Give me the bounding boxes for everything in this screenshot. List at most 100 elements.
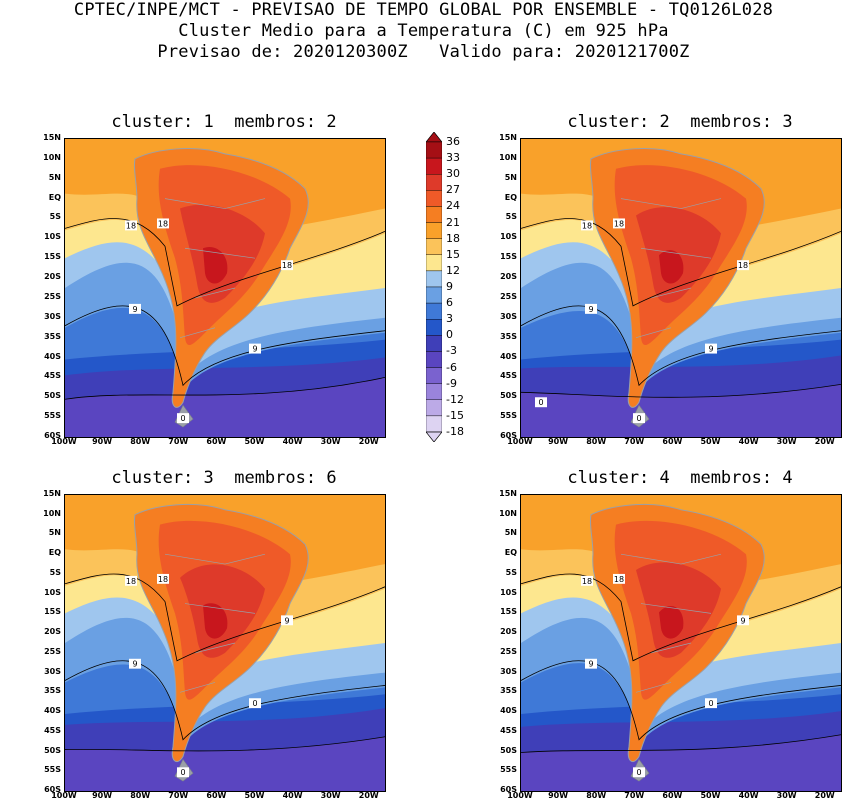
panel-title: cluster: 3 membros: 6: [111, 468, 337, 488]
contour-label: 0: [177, 767, 189, 777]
contour-label: 9: [249, 343, 261, 354]
contour-label: 0: [633, 767, 645, 777]
colorbar-strip: [426, 132, 442, 442]
lat-tick-label: 20S: [44, 627, 61, 637]
svg-text:18: 18: [126, 577, 136, 586]
lon-tick-label: 70W: [624, 791, 645, 800]
lat-tick-label: 20S: [500, 627, 517, 637]
colorbar-swatch: [426, 383, 442, 400]
lon-tick-label: 20W: [814, 437, 835, 446]
lat-tick-label: 40S: [500, 351, 517, 361]
lon-tick-label: 20W: [358, 791, 379, 800]
title-line-3: Previsao de: 2020120300Z Valido para: 20…: [157, 42, 690, 62]
lat-tick-label: 25S: [500, 291, 517, 301]
colorbar-level-label: -18: [446, 425, 464, 438]
svg-text:9: 9: [252, 345, 257, 354]
svg-text:0: 0: [708, 699, 713, 708]
coastline: [589, 503, 765, 763]
lat-tick-label: 10S: [500, 587, 517, 597]
lat-tick-label: 25S: [44, 291, 61, 301]
lon-tick-label: 30W: [320, 437, 341, 446]
colorbar-level-label: -12: [446, 392, 464, 406]
svg-text:18: 18: [126, 221, 136, 230]
contour-0c: [521, 734, 841, 753]
lat-tick-label: 25S: [500, 646, 517, 656]
lat-tick-label: 45S: [44, 725, 61, 735]
lon-tick-label: 100W: [507, 437, 533, 446]
contour-label: 18: [125, 575, 137, 586]
lat-tick-label: 15N: [499, 489, 517, 498]
contour-0c: [65, 736, 385, 752]
contour-label: 18: [157, 573, 169, 584]
lat-tick-label: 20S: [44, 272, 61, 282]
contour-label: 0: [705, 698, 717, 708]
lat-tick-label: 55S: [500, 765, 517, 775]
lon-tick-label: 30W: [776, 437, 797, 446]
lat-tick-label: 50S: [44, 391, 61, 401]
contour-0c: [65, 377, 385, 400]
colorbar-swatch: [426, 351, 442, 368]
title-line-1: CPTEC/INPE/MCT - PREVISAO DE TEMPO GLOBA…: [73, 0, 774, 20]
lat-tick-label: 10S: [44, 587, 61, 597]
map-svg: 18 18 9 9 0 0: [65, 495, 385, 791]
svg-text:18: 18: [158, 575, 168, 584]
lat-tick-label: 35S: [500, 331, 517, 341]
lat-tick-label: 45S: [44, 371, 61, 381]
contour-18c: [521, 218, 841, 307]
contour-label: 18: [613, 573, 625, 584]
lon-tick-label: 60W: [662, 437, 683, 446]
contour-label: 18: [581, 575, 593, 586]
lat-tick-label: 15N: [499, 133, 517, 142]
lat-tick-label: 10N: [43, 508, 61, 518]
lon-tick-label: 100W: [51, 791, 77, 800]
lat-tick-label: 5S: [49, 567, 61, 577]
country-borders: [620, 198, 722, 339]
colorbar-level-label: 36: [446, 135, 460, 148]
contour-label: 9: [737, 615, 749, 625]
colorbar-swatch: [426, 174, 442, 191]
lat-tick-label: 15S: [500, 252, 517, 262]
contour-0c: [521, 383, 841, 398]
svg-text:9: 9: [132, 305, 137, 314]
svg-text:18: 18: [614, 219, 624, 228]
lat-tick-label: 50S: [500, 745, 517, 755]
country-borders: [164, 553, 266, 693]
country-borders: [620, 553, 722, 693]
colorbar-level-label: 21: [446, 215, 460, 229]
contour-label: 18: [581, 220, 593, 230]
svg-text:18: 18: [614, 575, 624, 584]
colorbar-level-label: 0: [446, 328, 453, 342]
continent-heat-33c: [659, 605, 684, 639]
contour-9c: [65, 305, 385, 387]
coastline: [589, 147, 765, 408]
lat-tick-label: 5N: [504, 172, 517, 182]
lon-tick-label: 100W: [51, 437, 77, 446]
colorbar-level-label: 15: [446, 247, 460, 261]
contour-label: 9: [705, 343, 717, 354]
lat-tick-label: 5S: [505, 212, 517, 222]
lat-tick-label: 15S: [500, 607, 517, 617]
contour-label: 9: [585, 303, 597, 314]
svg-text:0: 0: [252, 699, 257, 708]
lon-tick-label: 100W: [507, 791, 533, 800]
contour-label: 0: [633, 413, 645, 423]
colorbar-level-label: 6: [446, 296, 453, 310]
lon-tick-label: 90W: [92, 791, 113, 800]
map-svg: 18 18 9 9 0 0: [521, 495, 841, 791]
colorbar-swatch: [426, 157, 442, 175]
lat-tick-label: 10S: [500, 232, 517, 242]
panel-title: cluster: 1 membros: 2: [111, 112, 337, 132]
lat-tick-label: 5N: [504, 528, 517, 538]
lat-tick-label: 45S: [500, 371, 517, 381]
continent-heat-33c: [203, 603, 228, 639]
lat-tick-label: 40S: [500, 706, 517, 716]
temperature-map: 18 18 9 9 0 0: [520, 494, 842, 792]
colorbar-level-label: 9: [446, 280, 453, 293]
colorbar-swatch: [426, 222, 442, 239]
lat-tick-label: 10N: [499, 152, 517, 162]
lat-tick-label: 55S: [500, 411, 517, 421]
lat-tick-label: 30S: [500, 666, 517, 676]
lon-tick-label: 60W: [206, 791, 227, 800]
colorbar-swatch: [426, 254, 442, 272]
contour-9c: [65, 660, 385, 741]
